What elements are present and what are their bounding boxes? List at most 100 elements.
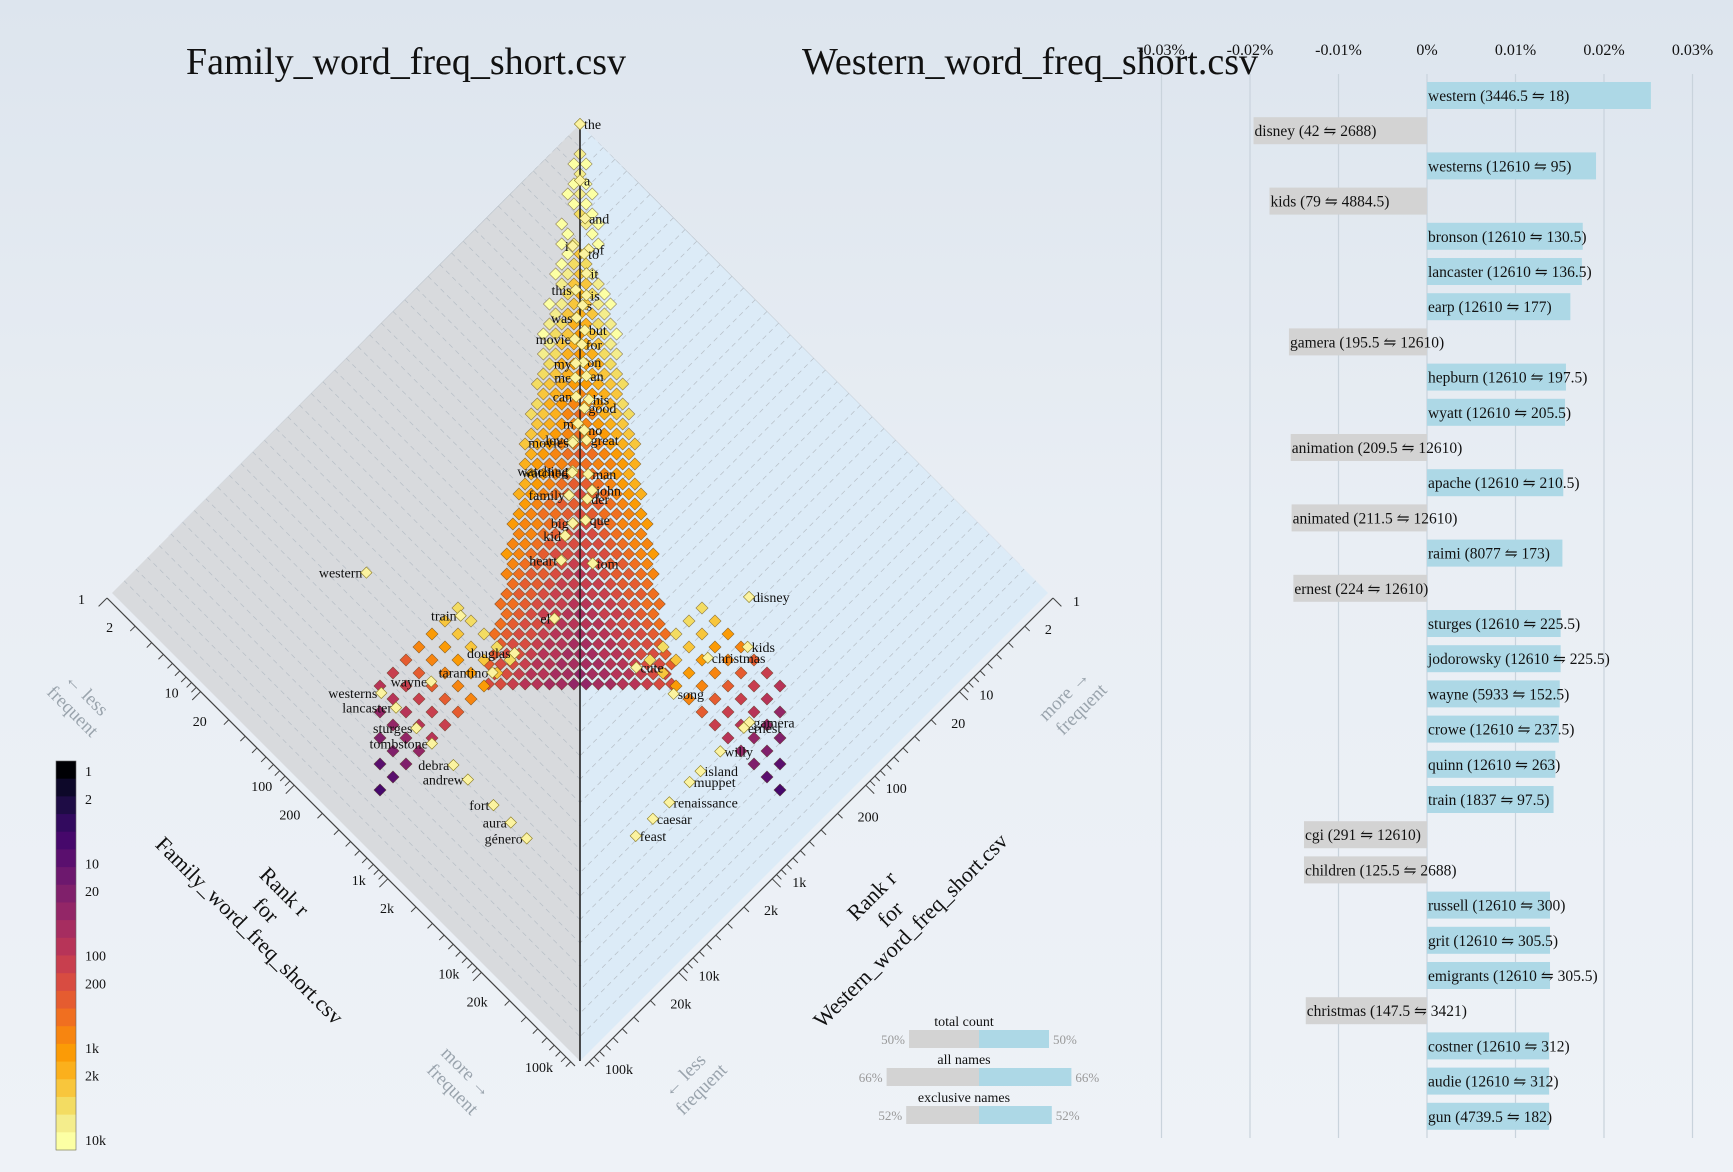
- histogram-cell: [643, 653, 657, 667]
- histogram-cell: [585, 447, 599, 461]
- histogram-cell: [524, 647, 538, 661]
- histogram-cell: [530, 577, 544, 591]
- word-shift-bar-label: lancaster (12610 ⇋ 136.5): [1428, 264, 1592, 281]
- word-shift-bar-label: disney (42 ⇋ 2688): [1255, 123, 1377, 140]
- word-label: cute: [640, 661, 663, 676]
- word-label: fort: [469, 799, 489, 814]
- grid-line: [580, 381, 838, 850]
- word-shift-bar-label: hepburn (12610 ⇋ 197.5): [1428, 370, 1587, 387]
- histogram-cell: [530, 637, 544, 651]
- histogram-cell: [399, 679, 413, 693]
- histogram-cell: [555, 437, 569, 451]
- word-point: [486, 666, 499, 679]
- histogram-cell: [536, 387, 550, 401]
- histogram-cell: [567, 537, 581, 551]
- right-axis-tick: [800, 850, 806, 856]
- right-rank-axis: [584, 597, 1054, 1067]
- histogram-cell: [567, 617, 581, 631]
- histogram-cell: [464, 640, 478, 654]
- colorbar-swatch: [56, 1026, 76, 1045]
- word-point: [646, 812, 659, 825]
- bar-axis-tick-label: 0.02%: [1583, 42, 1624, 59]
- histogram-cell: [597, 407, 611, 421]
- word-label: s: [587, 299, 592, 314]
- histogram-cell: [634, 647, 648, 661]
- word-label: an: [590, 370, 603, 385]
- word-shift-bar-label: grit (12610 ⇋ 305.5): [1428, 933, 1558, 950]
- histogram-cell: [610, 547, 624, 561]
- histogram-cell: [536, 627, 550, 641]
- word-label: andrew: [423, 774, 465, 789]
- histogram-cell: [597, 547, 611, 561]
- histogram-cell: [628, 557, 642, 571]
- right-axis-tick: [780, 869, 787, 875]
- colorbar-swatch: [56, 955, 76, 974]
- grid-line: [580, 404, 862, 874]
- histogram-cell: [512, 567, 526, 581]
- histogram-cell: [536, 347, 550, 361]
- histogram-cell: [616, 517, 630, 531]
- word-point: [580, 267, 593, 280]
- right-axis-tick: [699, 951, 705, 957]
- word-shift-bar-label: crowe (12610 ⇋ 237.5): [1428, 722, 1574, 739]
- histogram-cell: [518, 477, 532, 491]
- grid-line: [334, 369, 580, 838]
- histogram-cell: [536, 467, 550, 481]
- word-point: [570, 390, 583, 403]
- word-label: que: [590, 514, 610, 529]
- histogram-cell: [603, 497, 618, 511]
- left-axis-tick: [354, 850, 360, 856]
- word-point: [520, 832, 533, 845]
- histogram-cell: [530, 477, 544, 491]
- histogram-cell: [610, 447, 624, 461]
- word-label: can: [553, 391, 572, 406]
- word-shift-bar: [1427, 610, 1561, 637]
- colorbar-swatch: [56, 902, 76, 921]
- word-label: género: [485, 832, 523, 847]
- histogram-cell: [536, 647, 550, 661]
- histogram-cell: [549, 327, 563, 341]
- right-axis-tick: [979, 670, 986, 677]
- histogram-cell: [597, 567, 611, 581]
- histogram-cell: [579, 617, 593, 631]
- right-axis-tick: [786, 863, 792, 870]
- histogram-cell: [640, 557, 654, 571]
- histogram-cell: [530, 517, 544, 531]
- grid-line: [580, 334, 791, 803]
- histogram-cell: [591, 277, 605, 291]
- left-axis-tick: [378, 874, 384, 880]
- histogram-cell: [597, 587, 611, 601]
- right-tick-label: 2: [1045, 623, 1052, 638]
- word-shift-bar: [1288, 328, 1427, 356]
- word-label: m: [563, 417, 574, 432]
- histogram-cell: [518, 597, 532, 611]
- right-tick-label: 100: [886, 782, 907, 797]
- histogram-cell: [721, 679, 735, 693]
- histogram-cell: [549, 267, 563, 281]
- word-point: [562, 489, 576, 502]
- histogram-cell: [597, 487, 611, 501]
- right-axis-tick: [968, 682, 974, 688]
- word-point: [714, 745, 727, 758]
- histogram-cell: [656, 640, 670, 654]
- histogram-cell: [438, 614, 452, 628]
- histogram-cell: [542, 457, 557, 471]
- histogram-cell: [597, 627, 611, 641]
- histogram-cell: [597, 607, 611, 621]
- histogram-cell: [555, 637, 569, 651]
- grid-line: [580, 451, 908, 920]
- word-shift-bar: [1427, 750, 1556, 778]
- histogram-cell: [386, 744, 400, 758]
- histogram-cell: [412, 744, 426, 758]
- histogram-cell: [542, 497, 557, 511]
- grid-line: [252, 451, 580, 920]
- histogram-cell: [616, 397, 630, 411]
- histogram-cell: [616, 457, 630, 471]
- bar-axis-tick-label: -0.02%: [1227, 42, 1274, 59]
- histogram-cell: [555, 617, 569, 631]
- word-label: tombstone: [370, 738, 428, 753]
- right-axis-tick: [879, 770, 886, 776]
- histogram-cell: [628, 517, 642, 531]
- balance-row-label: total count: [934, 1015, 994, 1030]
